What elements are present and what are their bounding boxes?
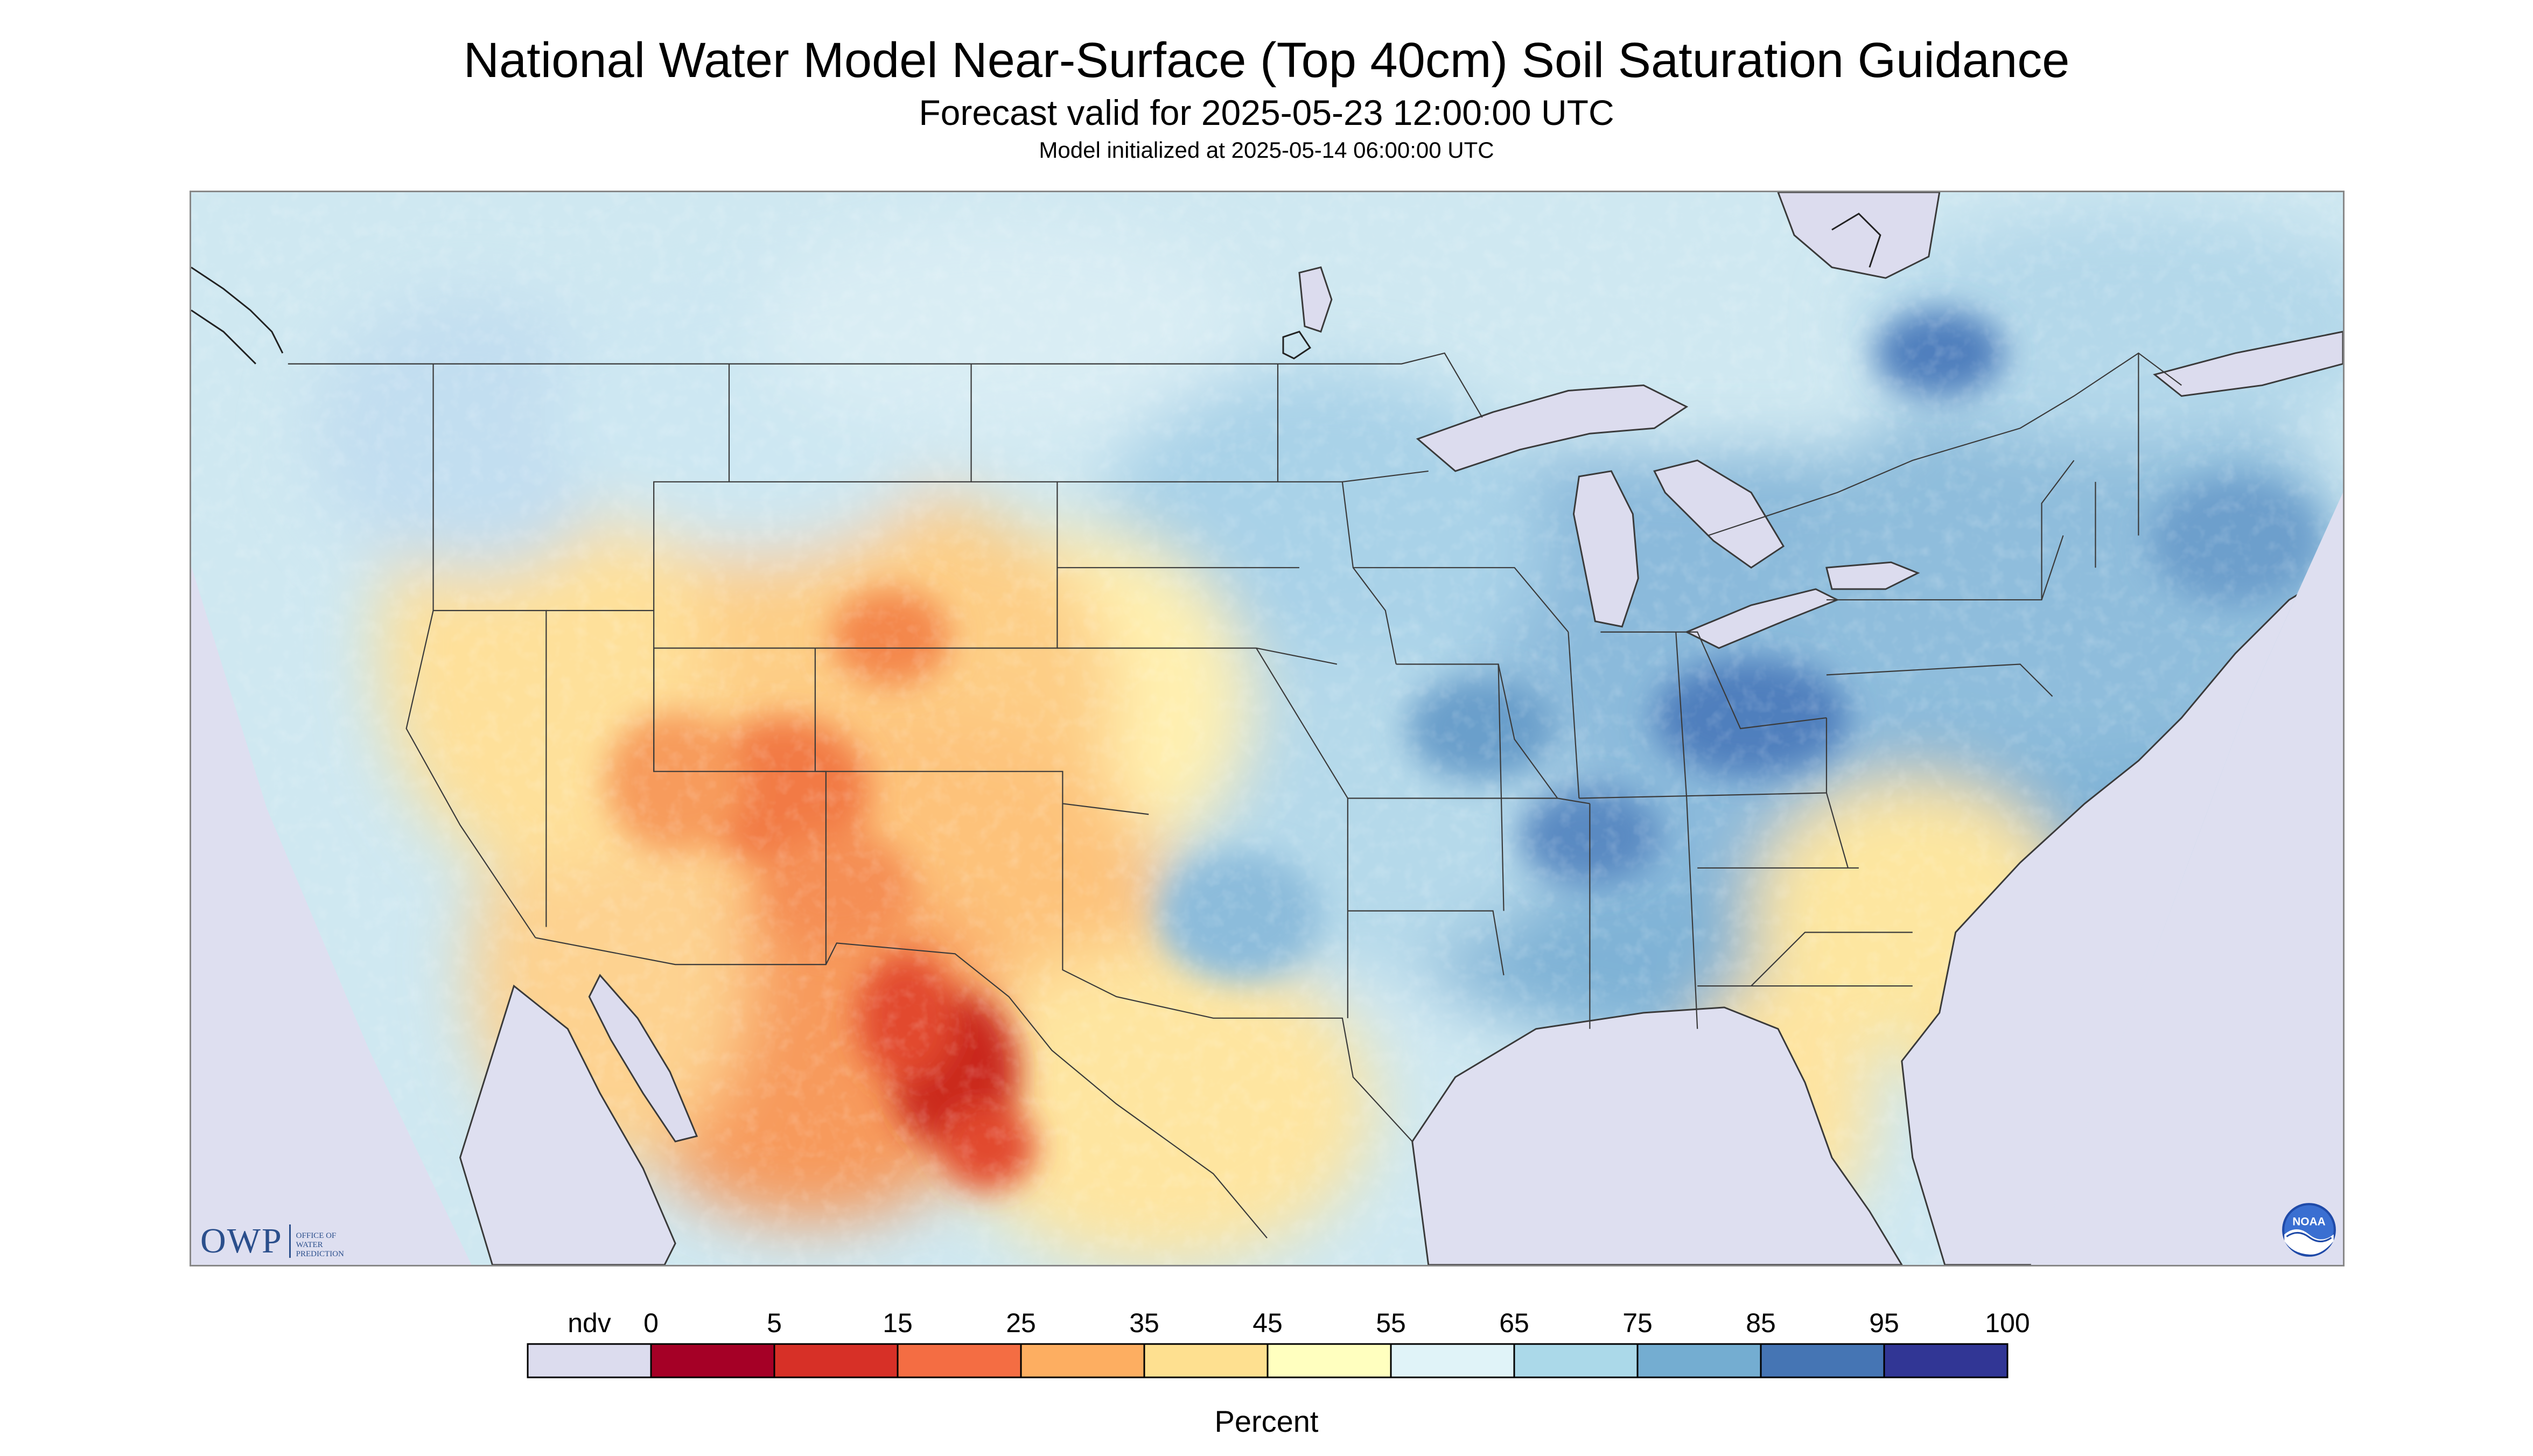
legend-tick-85: 85 xyxy=(1746,1308,1776,1338)
gulf-of-mexico xyxy=(1411,1006,1904,1265)
map-canvas xyxy=(191,192,2343,1265)
lake-winnipeg xyxy=(1298,266,1333,333)
legend-tick-15: 15 xyxy=(883,1308,913,1338)
lake-michigan xyxy=(1572,470,1639,628)
legend-tick-75: 75 xyxy=(1622,1308,1653,1338)
pacific-baja xyxy=(459,984,676,1265)
legend-tick-100: 100 xyxy=(1985,1308,2030,1338)
owp-logo: OWP OFFICE OF WATER PREDICTION xyxy=(200,1221,344,1259)
legend-tick-25: 25 xyxy=(1006,1308,1036,1338)
legend-swatch-6 xyxy=(1390,1343,1515,1378)
legend-swatch-7 xyxy=(1513,1343,1639,1378)
legend-tick-labels: ndv 0 5 15 25 35 45 55 65 75 85 95 100 xyxy=(568,1308,2030,1338)
legend-swatch-0 xyxy=(650,1343,775,1378)
forecast-valid-time: Forecast valid for 2025-05-23 12:00:00 U… xyxy=(919,93,1614,132)
map-title: National Water Model Near-Surface (Top 4… xyxy=(463,33,2070,88)
gulf-of-california xyxy=(588,974,698,1143)
legend-swatch-4 xyxy=(1143,1343,1269,1378)
us-mexico-border xyxy=(535,937,1268,1238)
legend-tick-55: 55 xyxy=(1376,1308,1406,1338)
legend-swatches xyxy=(527,1343,2009,1378)
legend-swatch-1 xyxy=(773,1343,899,1378)
legend-swatch-10 xyxy=(1883,1343,2009,1378)
legend-swatch-ndv xyxy=(527,1343,652,1378)
owp-logo-letters: OWP xyxy=(200,1221,283,1261)
model-init-time: Model initialized at 2025-05-14 06:00:00… xyxy=(1039,137,1494,163)
color-legend: ndv 0 5 15 25 35 45 55 65 75 85 95 100 xyxy=(0,1292,2533,1454)
lake-ontario xyxy=(1825,561,1920,590)
legend-swatch-5 xyxy=(1266,1343,1392,1378)
legend-ndv-label: ndv xyxy=(568,1308,611,1338)
legend-swatch-8 xyxy=(1636,1343,1762,1378)
us-canada-border xyxy=(288,352,1483,418)
great-lakes xyxy=(588,192,2343,1143)
noaa-logo-text: NOAA xyxy=(2292,1216,2325,1228)
legend-swatch-3 xyxy=(1020,1343,1145,1378)
owp-logo-divider xyxy=(289,1224,291,1258)
legend-unit-label: Percent xyxy=(1214,1404,1319,1438)
lake-huron xyxy=(1653,459,1785,569)
legend-swatch-9 xyxy=(1760,1343,1885,1378)
hudson-bay xyxy=(1776,192,1941,279)
coastline-detail xyxy=(191,212,1881,365)
legend-tick-5: 5 xyxy=(767,1308,782,1338)
legend-canvas: ndv 0 5 15 25 35 45 55 65 75 85 95 100 xyxy=(527,1308,2030,1378)
legend-swatch-2 xyxy=(897,1343,1022,1378)
legend-tick-35: 35 xyxy=(1129,1308,1159,1338)
legend-tick-45: 45 xyxy=(1252,1308,1283,1338)
projection-edge-west xyxy=(191,567,472,1265)
gulf-st-lawrence xyxy=(2153,331,2343,397)
legend-tick-65: 65 xyxy=(1499,1308,1529,1338)
legend-tick-0: 0 xyxy=(643,1308,659,1338)
lake-superior xyxy=(1416,384,1689,472)
noaa-logo: NOAA xyxy=(2282,1203,2336,1257)
soil-saturation-map xyxy=(190,191,2345,1266)
land-area xyxy=(191,192,2343,1265)
boundaries xyxy=(288,352,2182,1238)
owp-logo-text: OFFICE OF WATER PREDICTION xyxy=(296,1231,344,1258)
legend-tick-95: 95 xyxy=(1869,1308,1899,1338)
